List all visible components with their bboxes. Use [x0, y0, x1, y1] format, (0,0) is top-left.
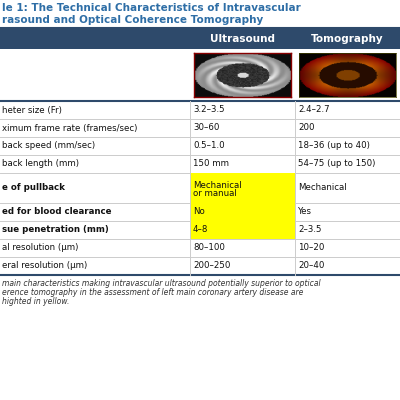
Bar: [190, 203, 295, 221]
Text: highted in yellow.: highted in yellow.: [2, 297, 69, 306]
Text: rasound and Optical Coherence Tomography: rasound and Optical Coherence Tomography: [2, 15, 263, 25]
Text: 80–100: 80–100: [193, 244, 225, 252]
Text: 200: 200: [298, 124, 314, 132]
Bar: [190, 173, 295, 203]
Text: main characteristics making intravascular ultrasound potentially superior to opt: main characteristics making intravascula…: [2, 279, 321, 288]
Text: Yes: Yes: [298, 208, 312, 216]
Text: 3.2–3.5: 3.2–3.5: [193, 106, 225, 114]
Text: 4–8: 4–8: [193, 226, 208, 234]
Text: 54–75 (up to 150): 54–75 (up to 150): [298, 160, 375, 168]
Text: eral resolution (μm): eral resolution (μm): [2, 262, 87, 270]
Bar: [0, 119, 400, 137]
Text: ed for blood clearance: ed for blood clearance: [2, 208, 112, 216]
Text: 150 mm: 150 mm: [193, 160, 229, 168]
Bar: [0, 137, 400, 155]
Text: Tomography: Tomography: [311, 34, 384, 44]
Text: 20–40: 20–40: [298, 262, 324, 270]
Text: 10–20: 10–20: [298, 244, 324, 252]
Bar: [0, 221, 400, 239]
Text: 18–36 (up to 40): 18–36 (up to 40): [298, 142, 370, 150]
Text: Mechanical: Mechanical: [193, 180, 242, 190]
Text: le 1: The Technical Characteristics of Intravascular: le 1: The Technical Characteristics of I…: [2, 3, 301, 13]
Bar: [0, 239, 400, 257]
Text: back speed (mm/sec): back speed (mm/sec): [2, 142, 95, 150]
Text: erence tomography in the assessment of left main coronary artery disease are: erence tomography in the assessment of l…: [2, 288, 303, 297]
Text: or manual: or manual: [193, 190, 237, 198]
Text: 2.4–2.7: 2.4–2.7: [298, 106, 330, 114]
Text: ximum frame rate (frames/sec): ximum frame rate (frames/sec): [2, 124, 137, 132]
Text: 200–250: 200–250: [193, 262, 230, 270]
Text: 0.5–1.0: 0.5–1.0: [193, 142, 225, 150]
Text: e of pullback: e of pullback: [2, 184, 65, 192]
Bar: [0, 155, 400, 173]
Bar: [0, 101, 400, 119]
Text: Mechanical: Mechanical: [298, 184, 347, 192]
Text: 30–60: 30–60: [193, 124, 219, 132]
Text: back length (mm): back length (mm): [2, 160, 79, 168]
Bar: [0, 257, 400, 275]
Bar: [0, 173, 400, 203]
Bar: [0, 29, 400, 49]
Bar: [190, 221, 295, 239]
Text: heter size (Fr): heter size (Fr): [2, 106, 62, 114]
Text: sue penetration (mm): sue penetration (mm): [2, 226, 109, 234]
Bar: [0, 203, 400, 221]
Text: No: No: [193, 208, 205, 216]
Text: 2–3.5: 2–3.5: [298, 226, 322, 234]
Text: al resolution (μm): al resolution (μm): [2, 244, 78, 252]
Text: Ultrasound: Ultrasound: [210, 34, 275, 44]
